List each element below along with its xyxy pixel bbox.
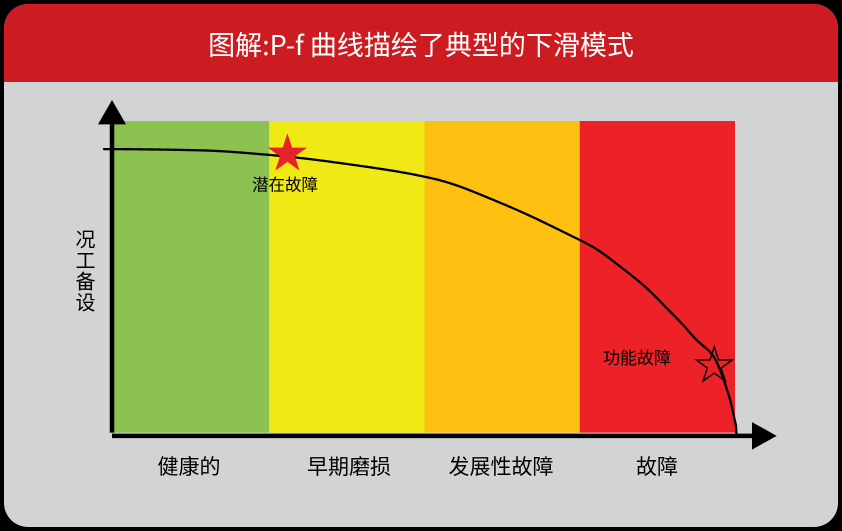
svg-text:早期磨损: 早期磨损	[307, 451, 391, 481]
svg-text:潜在故障: 潜在故障	[252, 172, 318, 196]
svg-text:故障: 故障	[636, 451, 678, 481]
svg-text:健康的: 健康的	[158, 451, 221, 481]
svg-text:发展性故障: 发展性故障	[449, 451, 554, 481]
svg-text:功能故障: 功能故障	[603, 344, 671, 369]
